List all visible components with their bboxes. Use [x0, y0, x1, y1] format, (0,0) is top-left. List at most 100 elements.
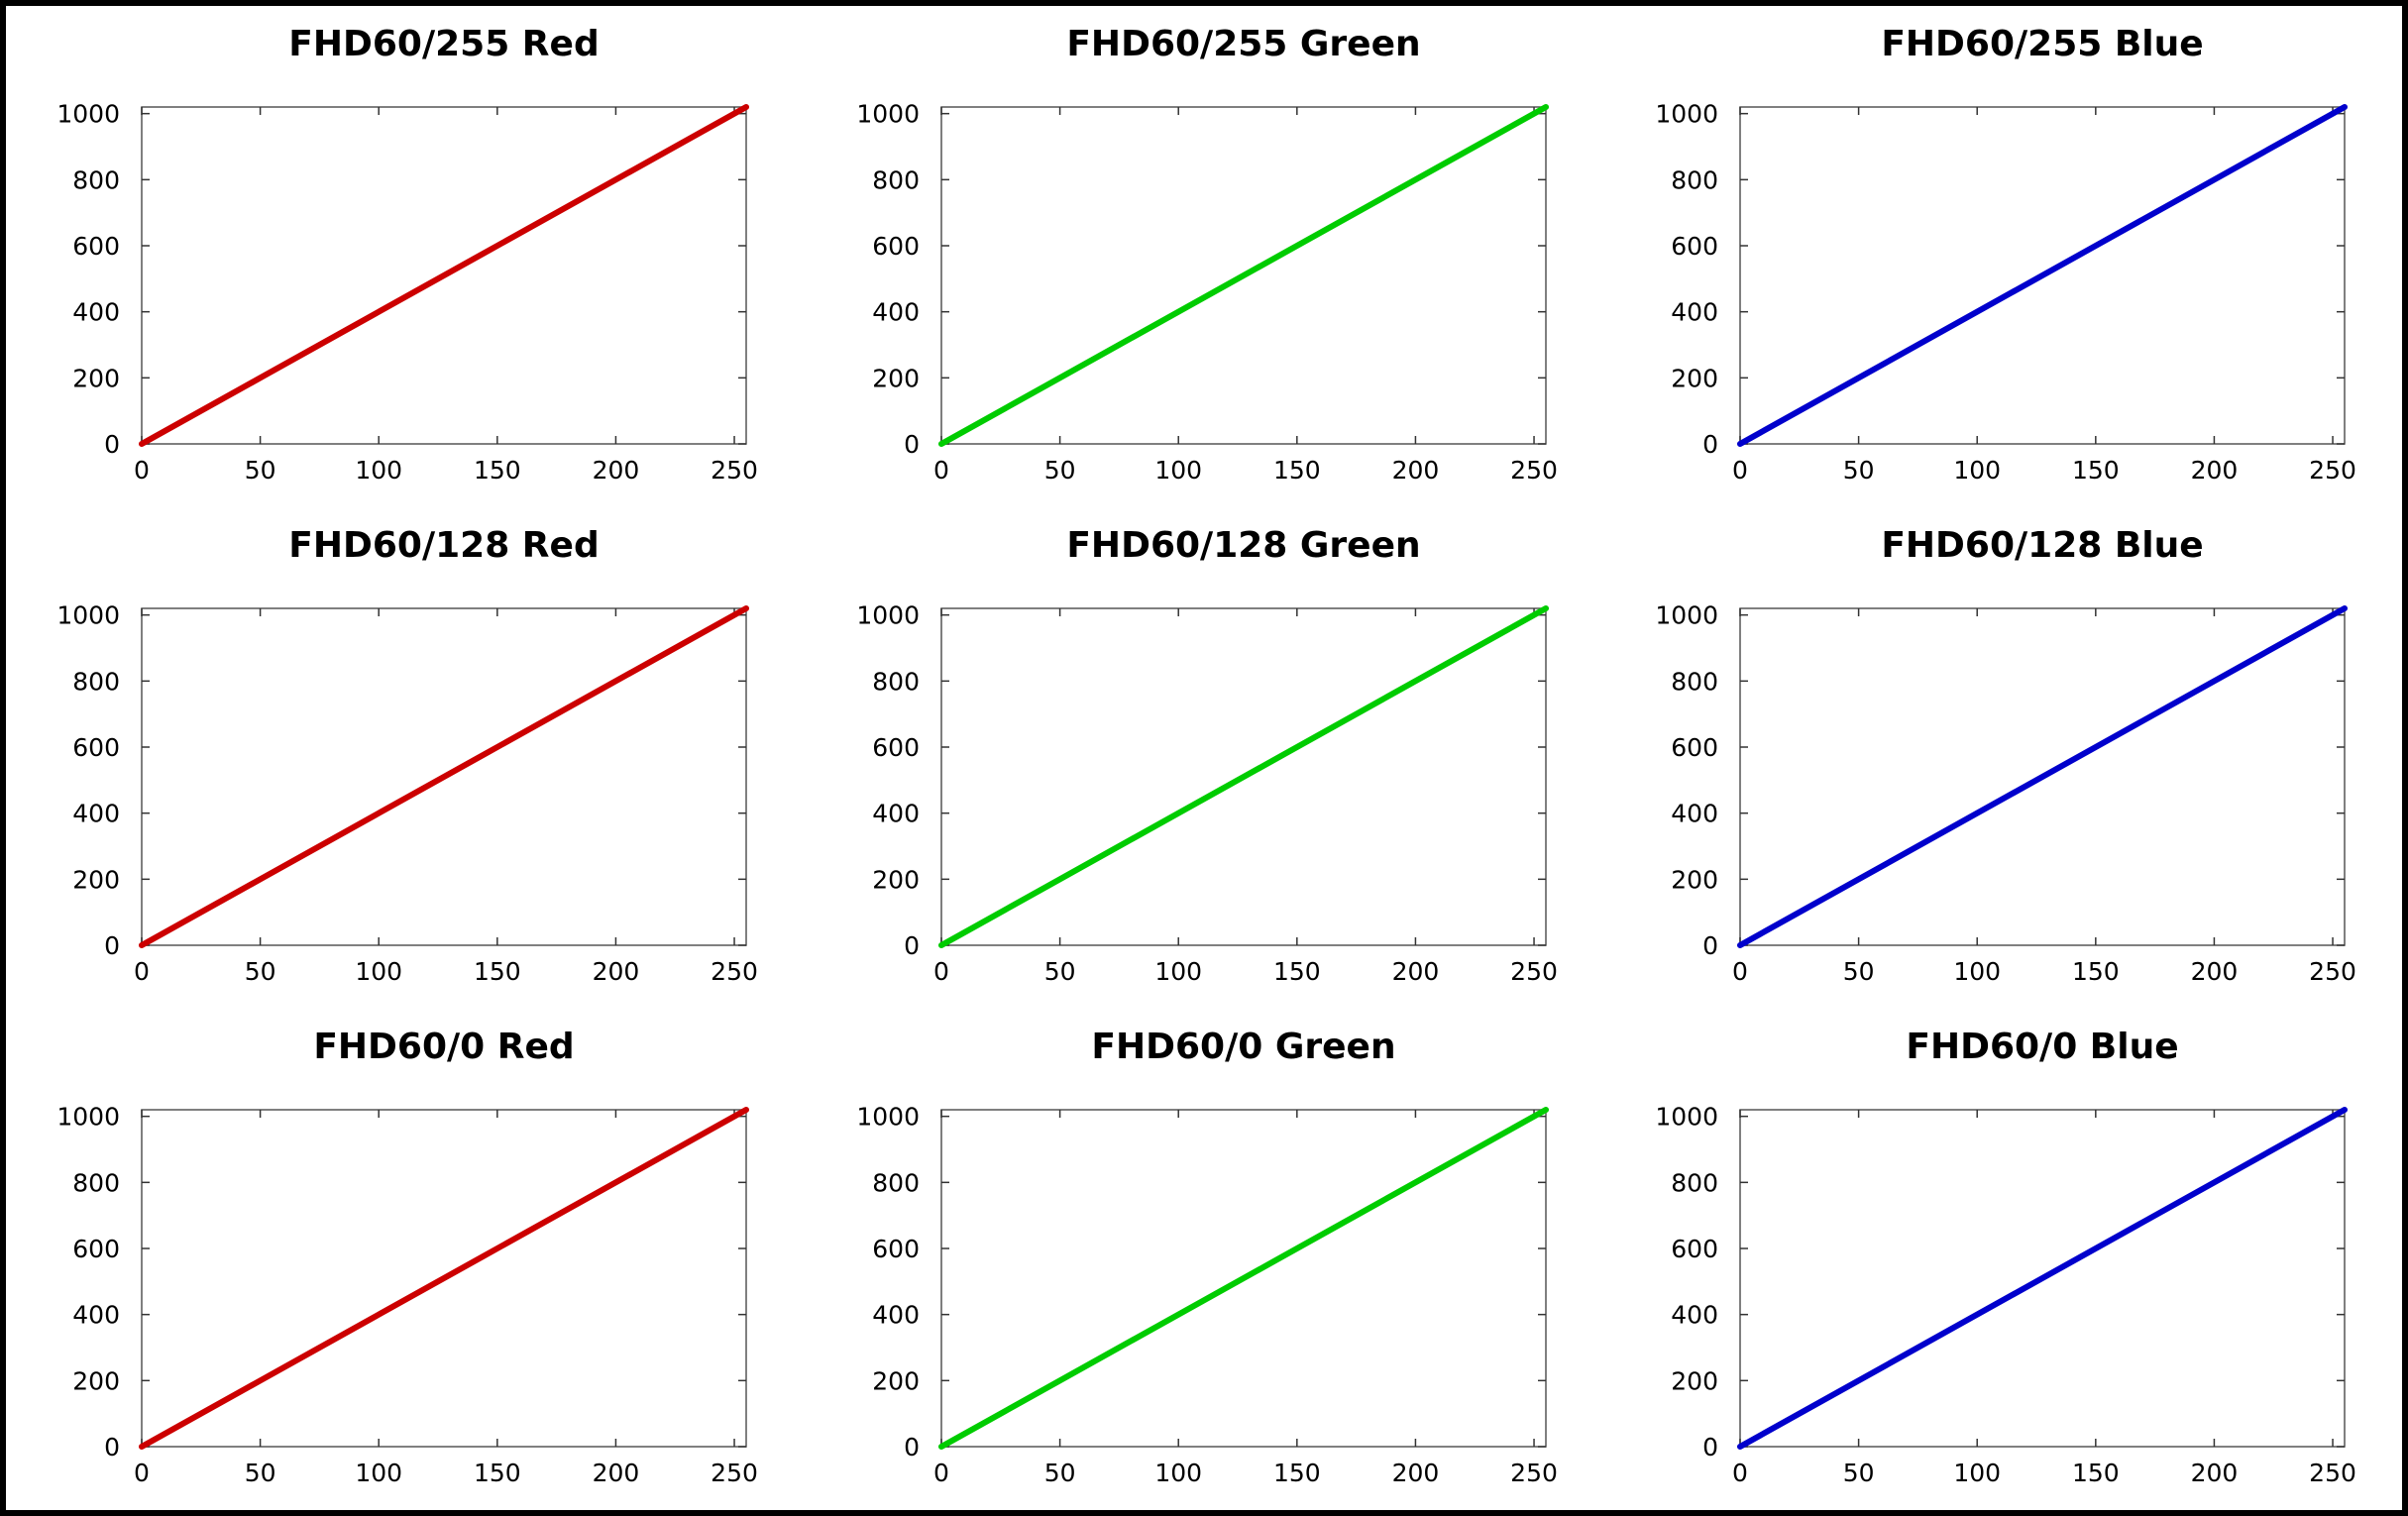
x-tick-label: 50 [1044, 1459, 1076, 1487]
x-tick-label: 250 [1510, 1459, 1558, 1487]
chart-svg: 0 50 100 150 200 250 0 200 400 600 800 1000 [856, 1103, 1558, 1487]
y-tick-label: 200 [1671, 364, 1718, 392]
x-tick-label: 150 [1273, 456, 1321, 485]
x-tick-label: 0 [933, 957, 949, 986]
chart-title: FHD60/128 Blue [1881, 525, 2204, 566]
x-tick-label: 100 [355, 1459, 402, 1487]
x-tick-label: 100 [1154, 1459, 1202, 1487]
chart-title: FHD60/0 Red [313, 1027, 575, 1067]
x-tick-label: 0 [1732, 1459, 1748, 1487]
series-line [1737, 605, 2348, 948]
y-tick-label: 1000 [856, 1103, 920, 1132]
x-tick-label: 150 [2072, 1459, 2120, 1487]
y-tick-label: 200 [1671, 1366, 1718, 1395]
y-tick-label: 200 [72, 364, 120, 392]
x-tick-label: 50 [1843, 456, 1875, 485]
y-tick-label: 800 [1671, 165, 1718, 194]
x-tick-label: 150 [474, 456, 521, 485]
y-tick-label: 1000 [56, 100, 120, 129]
y-tick-label: 1000 [56, 601, 120, 630]
chart-panel: FHD60/128 Blue 0 50 100 150 200 250 0 200 400 600 8… [1651, 525, 2404, 1005]
x-tick-label: 250 [2309, 957, 2356, 986]
y-tick-label: 600 [872, 232, 920, 261]
x-tick-label: 250 [1510, 456, 1558, 485]
series-line [139, 605, 749, 948]
y-tick-label: 600 [1671, 232, 1718, 261]
x-tick-label: 200 [2191, 957, 2239, 986]
x-tick-label: 0 [1732, 456, 1748, 485]
chart-title: FHD60/128 Red [288, 525, 600, 566]
y-tick-label: 0 [1702, 1433, 1718, 1462]
chart-panel: FHD60/255 Green 0 50 100 150 200 250 0 200 400 600… [852, 24, 1605, 503]
y-tick-label: 200 [872, 1366, 920, 1395]
x-tick-label: 50 [245, 957, 276, 986]
x-tick-label: 150 [474, 1459, 521, 1487]
y-tick-label: 600 [872, 1235, 920, 1263]
y-tick-label: 800 [872, 667, 920, 696]
chart-title: FHD60/255 Green [1066, 24, 1421, 64]
x-tick-label: 250 [2309, 456, 2356, 485]
x-tick-label: 100 [1154, 957, 1202, 986]
x-tick-label: 50 [1843, 1459, 1875, 1487]
x-tick-label: 100 [1154, 456, 1202, 485]
y-tick-label: 600 [1671, 1235, 1718, 1263]
x-tick-label: 150 [474, 957, 521, 986]
y-tick-label: 800 [872, 1168, 920, 1197]
series-line [938, 605, 1549, 948]
x-tick-label: 200 [2191, 1459, 2239, 1487]
y-tick-label: 1000 [1655, 100, 1718, 129]
chart-panel: FHD60/0 Blue 0 50 100 150 200 250 0 200 400 600 800… [1651, 1027, 2404, 1506]
y-tick-label: 600 [872, 733, 920, 762]
y-tick-label: 1000 [856, 601, 920, 630]
y-tick-label: 1000 [856, 100, 920, 129]
chart-svg: 0 50 100 150 200 250 0 200 400 600 800 1000 [56, 1103, 758, 1487]
y-tick-label: 400 [72, 1301, 120, 1330]
x-tick-label: 100 [355, 456, 402, 485]
x-tick-label: 250 [711, 1459, 758, 1487]
x-tick-label: 150 [2072, 456, 2120, 485]
x-tick-label: 150 [1273, 957, 1321, 986]
x-tick-label: 50 [1044, 456, 1076, 485]
x-tick-label: 50 [1843, 957, 1875, 986]
x-tick-label: 200 [593, 1459, 640, 1487]
y-tick-label: 800 [72, 1168, 120, 1197]
chart-svg: 0 50 100 150 200 250 0 200 400 600 800 1000 [56, 100, 758, 485]
x-tick-label: 250 [1510, 957, 1558, 986]
chart-svg: 0 50 100 150 200 250 0 200 400 600 800 1000 [856, 601, 1558, 986]
x-tick-label: 200 [1392, 957, 1440, 986]
chart-title: FHD60/255 Blue [1881, 24, 2204, 64]
x-tick-label: 0 [933, 456, 949, 485]
x-tick-label: 200 [1392, 1459, 1440, 1487]
y-tick-label: 0 [904, 1433, 920, 1462]
y-tick-label: 0 [104, 1433, 120, 1462]
y-tick-label: 0 [904, 931, 920, 960]
chart-panel: FHD60/255 Red 0 50 100 150 200 250 0 200 400 600 80… [53, 24, 806, 503]
y-tick-label: 1000 [1655, 1103, 1718, 1132]
x-tick-label: 0 [933, 1459, 949, 1487]
chart-title: FHD60/0 Blue [1906, 1027, 2179, 1067]
x-tick-label: 0 [1732, 957, 1748, 986]
y-tick-label: 200 [872, 865, 920, 894]
y-tick-label: 400 [872, 298, 920, 327]
x-tick-label: 250 [711, 957, 758, 986]
chart-panel: FHD60/0 Green 0 50 100 150 200 250 0 200 400 600 80… [852, 1027, 1605, 1506]
y-tick-label: 0 [1702, 430, 1718, 459]
x-tick-label: 250 [711, 456, 758, 485]
y-tick-label: 0 [104, 430, 120, 459]
x-tick-label: 0 [134, 1459, 150, 1487]
y-tick-label: 0 [904, 430, 920, 459]
y-tick-label: 200 [872, 364, 920, 392]
x-tick-label: 50 [1044, 957, 1076, 986]
series-line [938, 104, 1549, 447]
chart-svg: 0 50 100 150 200 250 0 200 400 600 800 1000 [856, 100, 1558, 485]
y-tick-label: 200 [72, 1366, 120, 1395]
y-tick-label: 800 [1671, 1168, 1718, 1197]
x-tick-label: 50 [245, 1459, 276, 1487]
chart-title: FHD60/128 Green [1066, 525, 1421, 566]
y-tick-label: 400 [72, 298, 120, 327]
x-tick-label: 100 [1953, 1459, 2001, 1487]
y-tick-label: 800 [1671, 667, 1718, 696]
series-line [139, 104, 749, 447]
series-line [938, 1107, 1549, 1450]
